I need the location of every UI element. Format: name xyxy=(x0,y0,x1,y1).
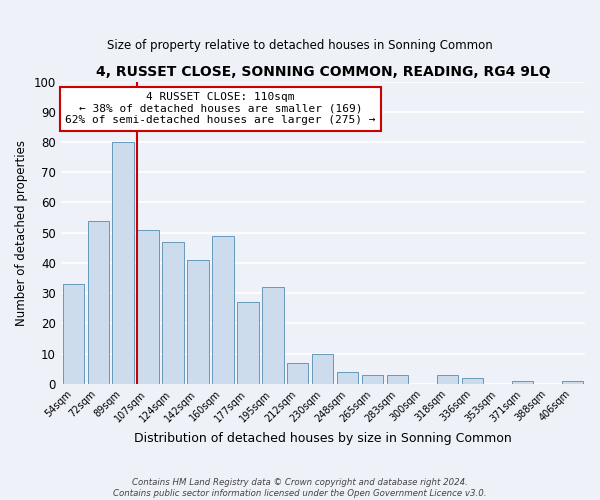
X-axis label: Distribution of detached houses by size in Sonning Common: Distribution of detached houses by size … xyxy=(134,432,512,445)
Bar xyxy=(462,378,483,384)
Text: 4 RUSSET CLOSE: 110sqm
← 38% of detached houses are smaller (169)
62% of semi-de: 4 RUSSET CLOSE: 110sqm ← 38% of detached… xyxy=(65,92,376,126)
Bar xyxy=(337,372,358,384)
Bar xyxy=(287,362,308,384)
Text: Size of property relative to detached houses in Sonning Common: Size of property relative to detached ho… xyxy=(107,40,493,52)
Bar xyxy=(362,375,383,384)
Bar xyxy=(112,142,134,384)
Bar xyxy=(512,381,533,384)
Bar xyxy=(88,220,109,384)
Bar xyxy=(163,242,184,384)
Bar xyxy=(387,375,409,384)
Bar xyxy=(262,287,284,384)
Bar xyxy=(187,260,209,384)
Bar xyxy=(437,375,458,384)
Title: 4, RUSSET CLOSE, SONNING COMMON, READING, RG4 9LQ: 4, RUSSET CLOSE, SONNING COMMON, READING… xyxy=(95,65,550,79)
Bar xyxy=(312,354,334,384)
Y-axis label: Number of detached properties: Number of detached properties xyxy=(15,140,28,326)
Bar xyxy=(212,236,233,384)
Bar xyxy=(137,230,158,384)
Text: Contains HM Land Registry data © Crown copyright and database right 2024.
Contai: Contains HM Land Registry data © Crown c… xyxy=(113,478,487,498)
Bar xyxy=(62,284,84,384)
Bar xyxy=(238,302,259,384)
Bar xyxy=(562,381,583,384)
